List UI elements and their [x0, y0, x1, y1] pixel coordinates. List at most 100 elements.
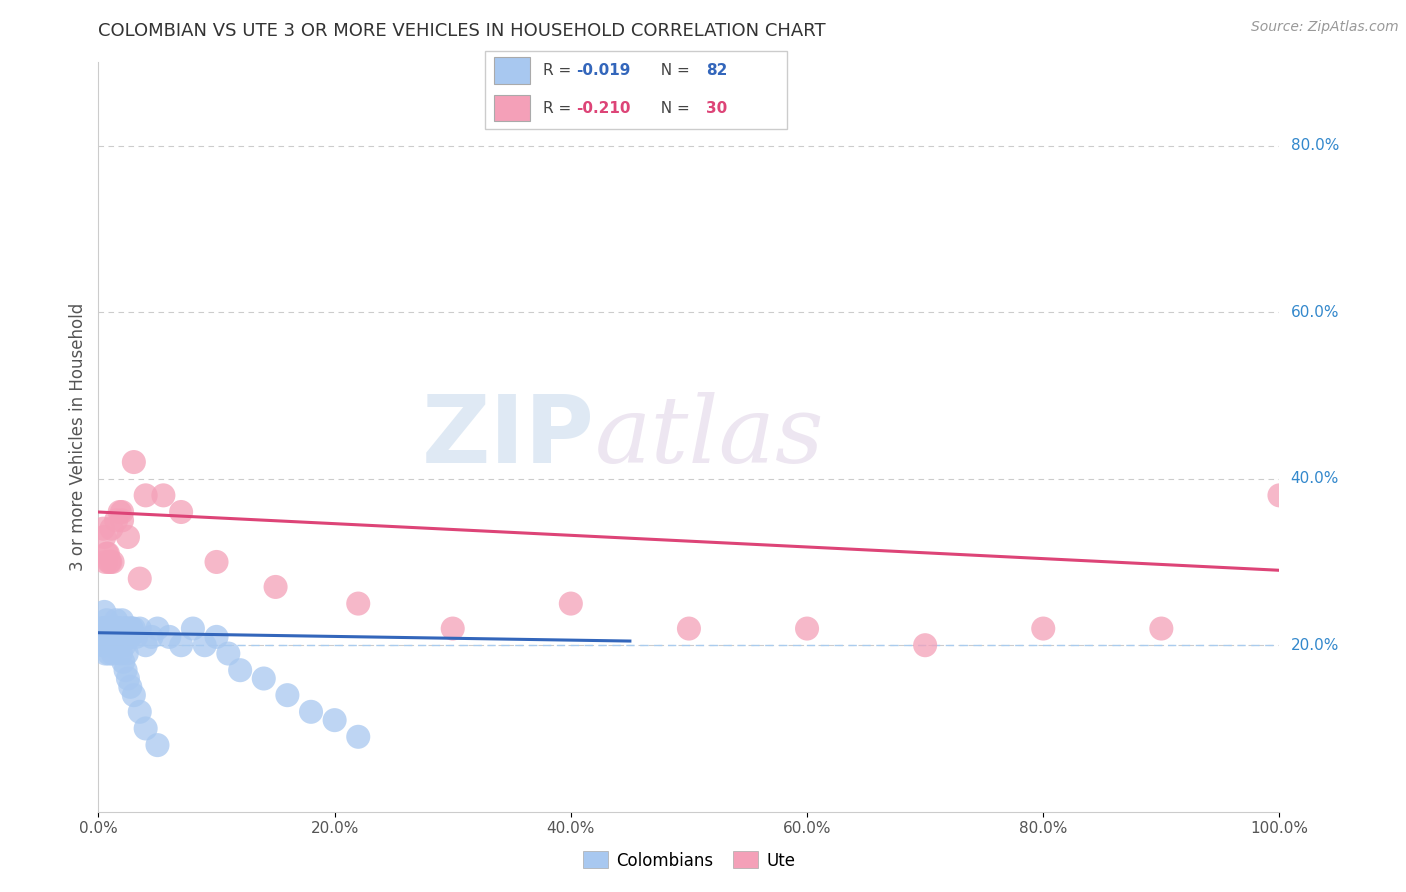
- Point: [796, 622, 818, 636]
- Point: [264, 580, 287, 594]
- Point: [121, 622, 143, 636]
- Point: [111, 630, 134, 644]
- Text: 40.0%: 40.0%: [1291, 471, 1339, 486]
- Point: [299, 705, 322, 719]
- Text: 82: 82: [706, 63, 727, 78]
- Point: [91, 522, 114, 536]
- Text: N =: N =: [651, 101, 695, 116]
- Point: [105, 613, 128, 627]
- Point: [94, 622, 117, 636]
- Point: [98, 638, 121, 652]
- Text: R =: R =: [543, 101, 575, 116]
- Point: [205, 555, 228, 569]
- Point: [170, 505, 193, 519]
- Point: [98, 555, 121, 569]
- Point: [101, 647, 124, 661]
- Point: [94, 630, 117, 644]
- Point: [103, 630, 125, 644]
- Point: [105, 638, 128, 652]
- Point: [94, 555, 117, 569]
- Point: [146, 622, 169, 636]
- Point: [125, 630, 148, 644]
- Point: [117, 630, 139, 644]
- Point: [105, 622, 128, 636]
- Point: [100, 630, 122, 644]
- Point: [135, 488, 157, 502]
- Point: [347, 730, 370, 744]
- Point: [104, 630, 127, 644]
- Point: [100, 630, 122, 644]
- Point: [115, 647, 138, 661]
- Point: [98, 622, 121, 636]
- Point: [128, 622, 150, 636]
- Point: [90, 630, 112, 644]
- Point: [100, 522, 122, 536]
- Point: [96, 547, 118, 561]
- Legend: Colombians, Ute: Colombians, Ute: [578, 847, 800, 874]
- Point: [93, 638, 115, 652]
- Point: [115, 622, 138, 636]
- Point: [101, 622, 124, 636]
- Point: [94, 647, 117, 661]
- Point: [108, 622, 131, 636]
- Point: [108, 638, 131, 652]
- Point: [112, 622, 135, 636]
- Point: [108, 505, 131, 519]
- Point: [93, 622, 115, 636]
- Text: ZIP: ZIP: [422, 391, 595, 483]
- Point: [105, 638, 128, 652]
- Point: [114, 663, 136, 677]
- Point: [122, 455, 145, 469]
- Point: [120, 630, 142, 644]
- Point: [97, 622, 120, 636]
- Point: [181, 622, 204, 636]
- Point: [107, 622, 129, 636]
- Point: [152, 488, 174, 502]
- Point: [111, 613, 134, 627]
- Point: [135, 638, 157, 652]
- Point: [98, 638, 121, 652]
- Y-axis label: 3 or more Vehicles in Household: 3 or more Vehicles in Household: [69, 303, 87, 571]
- Point: [347, 597, 370, 611]
- Point: [122, 622, 145, 636]
- Point: [120, 680, 142, 694]
- Point: [91, 622, 114, 636]
- Point: [101, 622, 124, 636]
- Point: [194, 638, 217, 652]
- Point: [91, 630, 114, 644]
- Text: -0.210: -0.210: [576, 101, 630, 116]
- FancyBboxPatch shape: [485, 51, 787, 129]
- Point: [93, 530, 115, 544]
- Point: [110, 647, 132, 661]
- Point: [118, 622, 141, 636]
- Point: [276, 688, 298, 702]
- Point: [97, 630, 120, 644]
- Point: [117, 672, 139, 686]
- Point: [323, 713, 346, 727]
- Point: [128, 572, 150, 586]
- Point: [104, 622, 127, 636]
- Point: [121, 622, 143, 636]
- Text: 60.0%: 60.0%: [1291, 305, 1339, 319]
- Point: [107, 630, 129, 644]
- Point: [112, 622, 135, 636]
- Point: [229, 663, 252, 677]
- Point: [103, 622, 125, 636]
- Point: [96, 613, 118, 627]
- Text: R =: R =: [543, 63, 575, 78]
- FancyBboxPatch shape: [494, 95, 530, 121]
- Text: -0.019: -0.019: [576, 63, 630, 78]
- Text: COLOMBIAN VS UTE 3 OR MORE VEHICLES IN HOUSEHOLD CORRELATION CHART: COLOMBIAN VS UTE 3 OR MORE VEHICLES IN H…: [98, 22, 827, 40]
- Point: [91, 638, 114, 652]
- Point: [114, 630, 136, 644]
- Point: [1268, 488, 1291, 502]
- Text: N =: N =: [651, 63, 695, 78]
- Point: [141, 630, 163, 644]
- Point: [97, 547, 120, 561]
- Point: [914, 638, 936, 652]
- Point: [441, 622, 464, 636]
- Point: [101, 555, 124, 569]
- Point: [560, 597, 582, 611]
- Point: [98, 647, 121, 661]
- Text: atlas: atlas: [595, 392, 824, 482]
